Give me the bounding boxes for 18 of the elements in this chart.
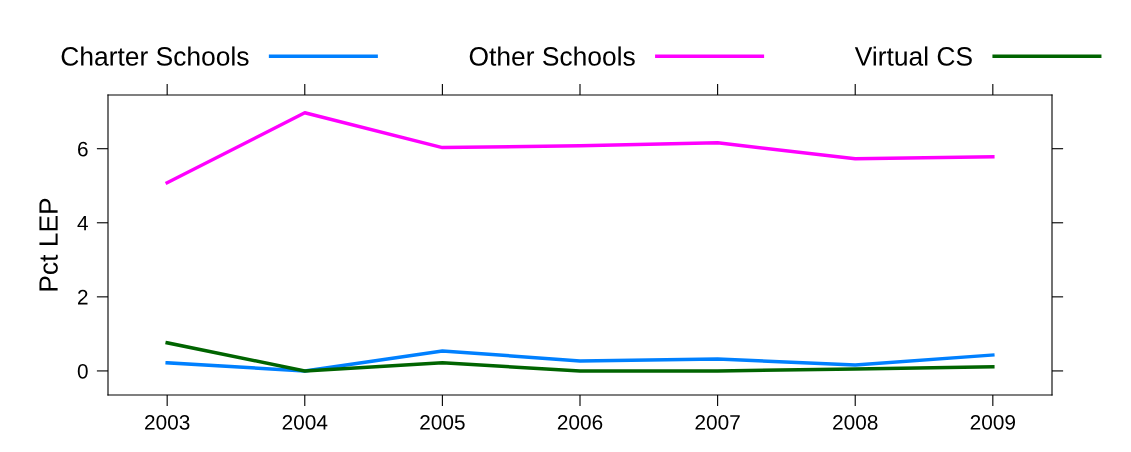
line-series: [165, 111, 995, 185]
legend-label: Charter Schools: [61, 46, 249, 66]
y-tick-label: 0: [77, 363, 88, 379]
x-tick-label: 2006: [557, 414, 603, 430]
x-tick-label: 2009: [970, 414, 1016, 430]
y-tick-label: 4: [77, 215, 88, 231]
y-axis-title: Pct LEP: [39, 198, 58, 291]
x-tick-label: 2007: [695, 414, 740, 430]
line-series: [165, 349, 995, 373]
x-tick-label: 2008: [833, 414, 878, 430]
x-tick-label: 2004: [282, 414, 328, 430]
x-tick-label: 2003: [145, 414, 190, 430]
legend-label: Other Schools: [469, 46, 635, 66]
y-tick-label: 2: [78, 289, 88, 305]
x-tick-label: 2005: [420, 414, 465, 430]
line-series: [165, 341, 995, 373]
y-tick-label: 6: [78, 141, 88, 157]
legend-label: Virtual CS: [854, 46, 972, 66]
